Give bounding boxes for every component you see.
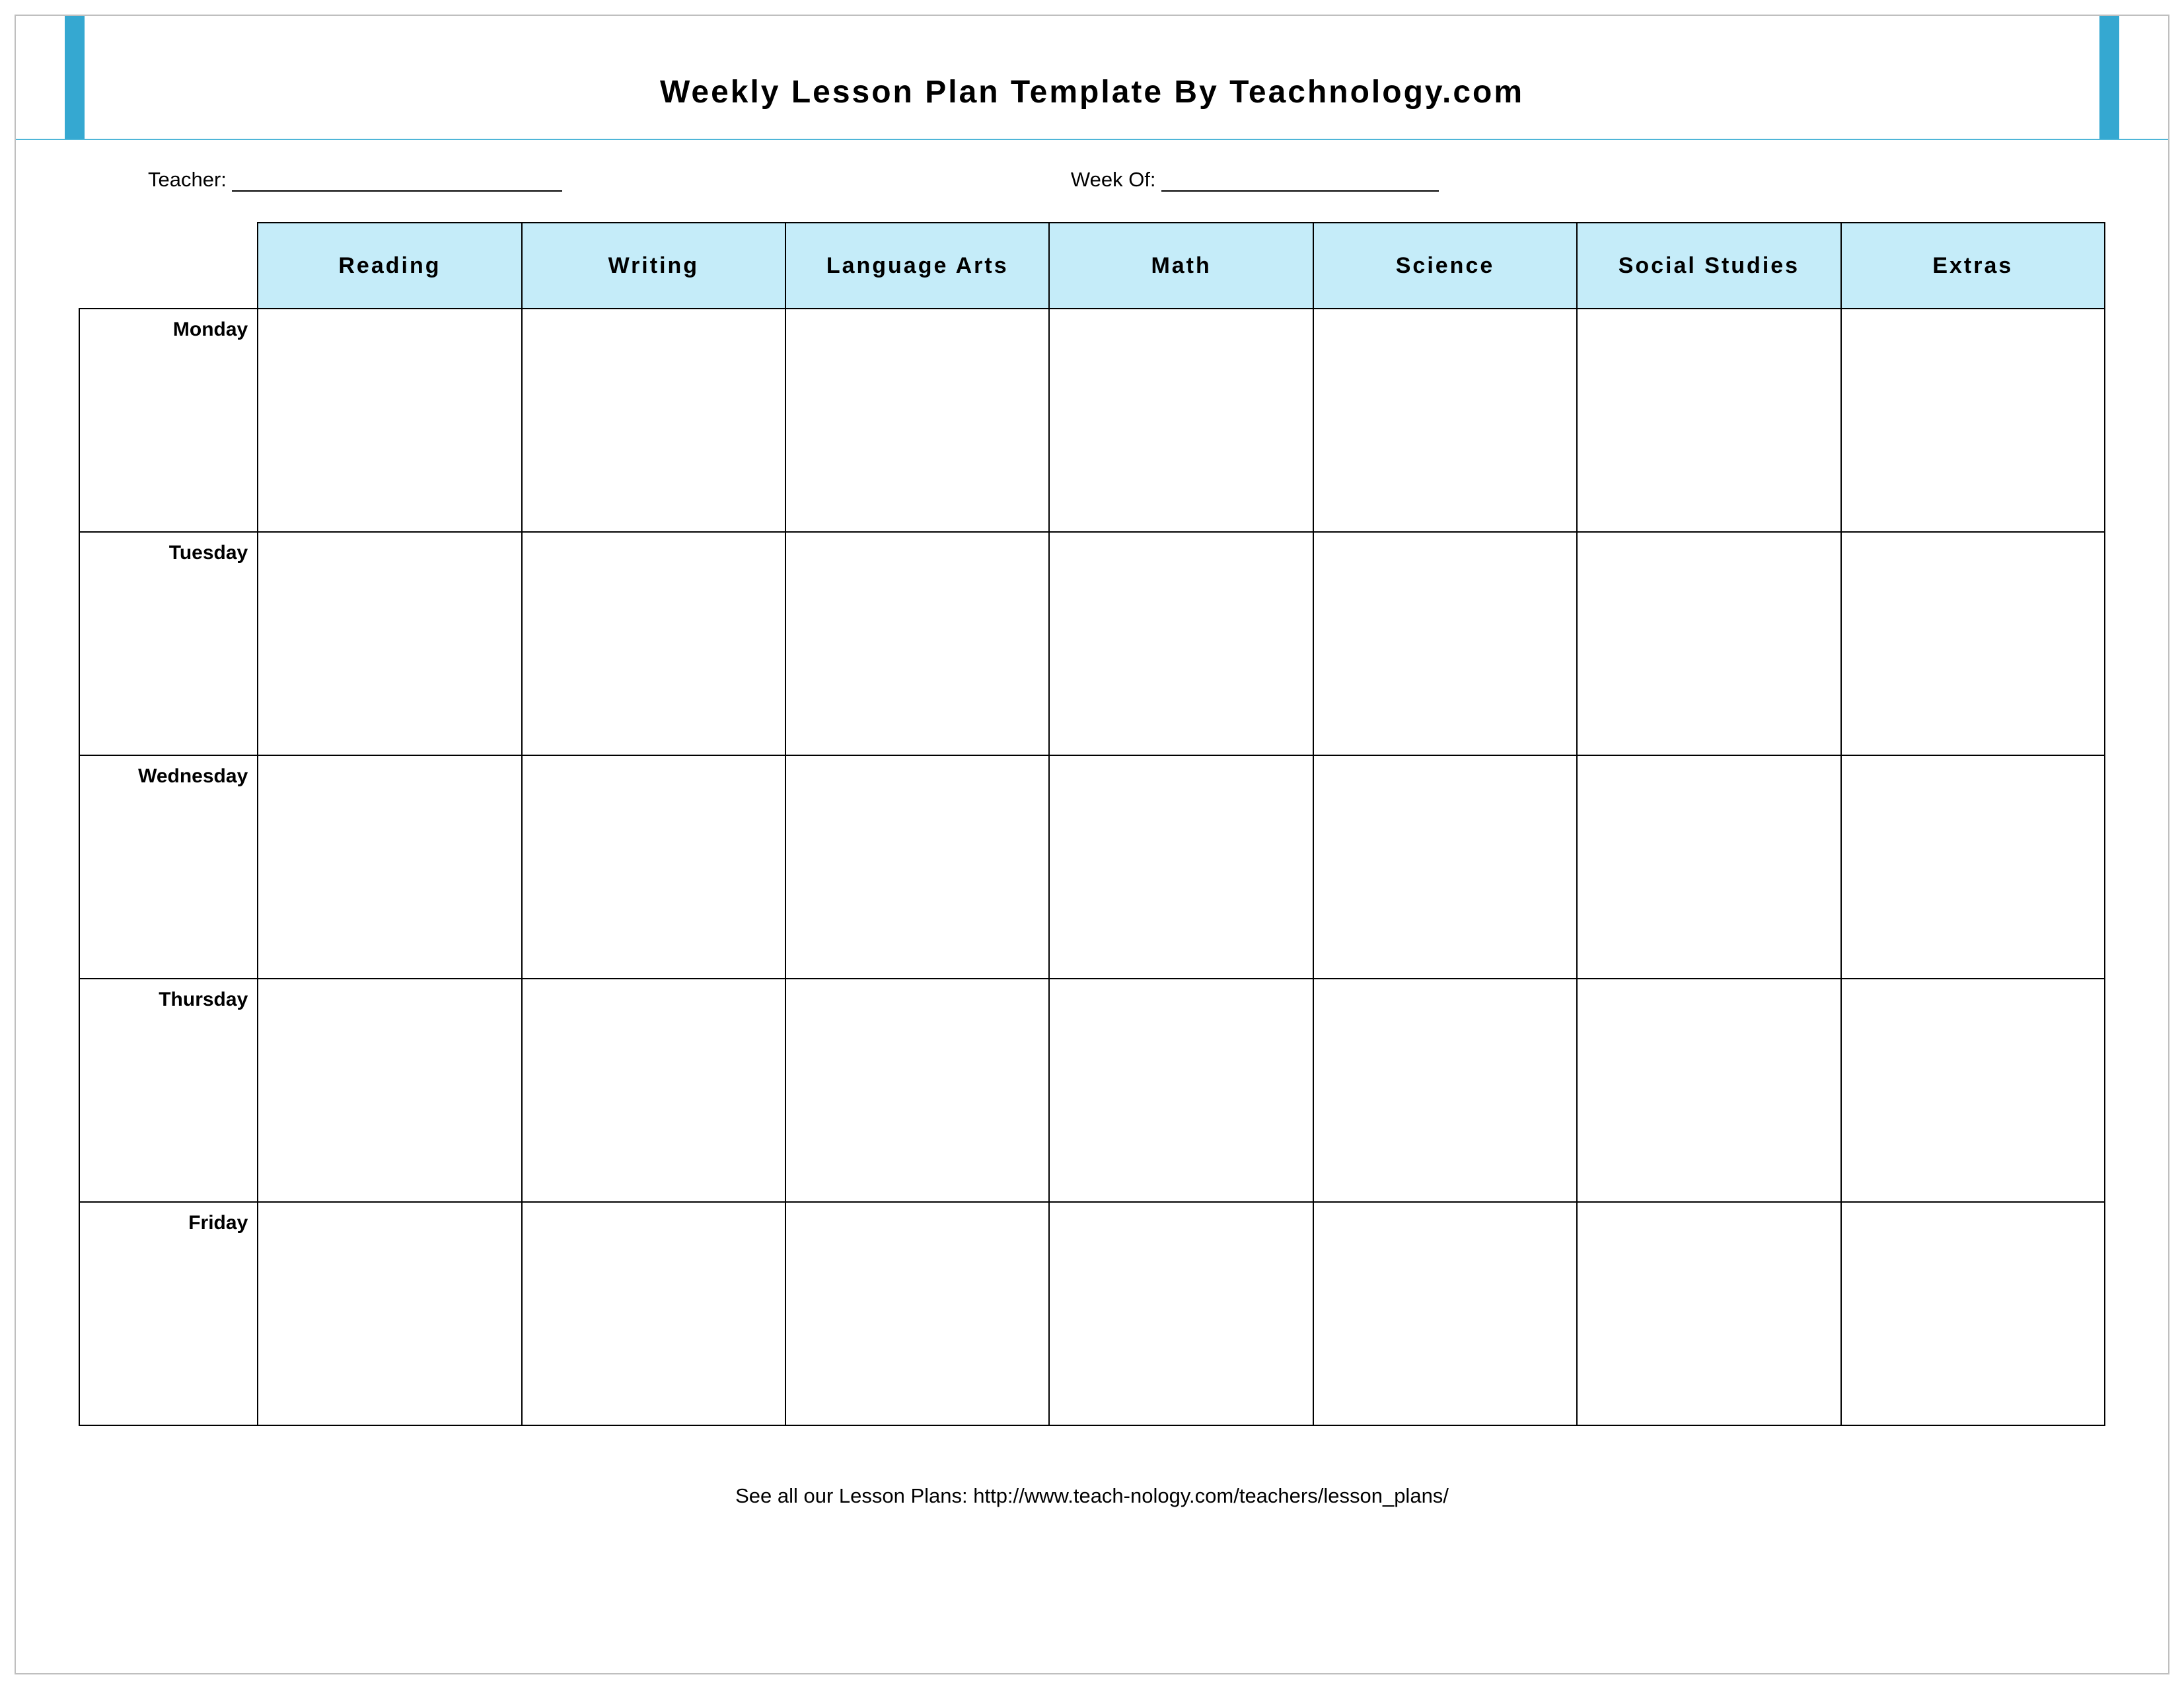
teacher-input-line[interactable] xyxy=(232,171,562,192)
cell[interactable] xyxy=(785,309,1049,532)
cell[interactable] xyxy=(1577,979,1840,1202)
fields-row: Teacher: Week Of: xyxy=(16,140,2168,215)
week-label: Week Of: xyxy=(1071,168,1161,192)
col-social-studies: Social Studies xyxy=(1577,223,1840,309)
cell[interactable] xyxy=(1577,755,1840,979)
week-field: Week Of: xyxy=(1071,168,1439,192)
accent-bar-right xyxy=(2099,16,2119,139)
teacher-field: Teacher: xyxy=(148,168,562,192)
corner-cell xyxy=(79,223,258,309)
cell[interactable] xyxy=(258,1202,521,1425)
page-title: Weekly Lesson Plan Template By Teachnolo… xyxy=(660,74,1524,110)
cell[interactable] xyxy=(1049,309,1313,532)
title-bar: Weekly Lesson Plan Template By Teachnolo… xyxy=(16,16,2168,140)
cell[interactable] xyxy=(1049,1202,1313,1425)
cell[interactable] xyxy=(1049,532,1313,755)
cell[interactable] xyxy=(522,755,785,979)
cell[interactable] xyxy=(1313,979,1577,1202)
teacher-label: Teacher: xyxy=(148,168,232,192)
col-science: Science xyxy=(1313,223,1577,309)
cell[interactable] xyxy=(522,1202,785,1425)
table-row: Thursday xyxy=(79,979,2105,1202)
cell[interactable] xyxy=(1049,755,1313,979)
cell[interactable] xyxy=(1841,979,2105,1202)
cell[interactable] xyxy=(1313,1202,1577,1425)
cell[interactable] xyxy=(258,532,521,755)
col-math: Math xyxy=(1049,223,1313,309)
cell[interactable] xyxy=(258,309,521,532)
cell[interactable] xyxy=(1841,532,2105,755)
cell[interactable] xyxy=(1577,1202,1840,1425)
day-friday: Friday xyxy=(79,1202,258,1425)
day-wednesday: Wednesday xyxy=(79,755,258,979)
col-reading: Reading xyxy=(258,223,521,309)
cell[interactable] xyxy=(785,532,1049,755)
cell[interactable] xyxy=(785,755,1049,979)
cell[interactable] xyxy=(1049,979,1313,1202)
cell[interactable] xyxy=(1313,309,1577,532)
document-frame: Weekly Lesson Plan Template By Teachnolo… xyxy=(15,15,2169,1674)
table-row: Friday xyxy=(79,1202,2105,1425)
table-row: Monday xyxy=(79,309,2105,532)
cell[interactable] xyxy=(785,1202,1049,1425)
cell[interactable] xyxy=(1313,532,1577,755)
cell[interactable] xyxy=(522,979,785,1202)
cell[interactable] xyxy=(522,532,785,755)
day-tuesday: Tuesday xyxy=(79,532,258,755)
accent-bar-left xyxy=(65,16,85,139)
cell[interactable] xyxy=(258,979,521,1202)
cell[interactable] xyxy=(1841,755,2105,979)
footer-text: See all our Lesson Plans: http://www.tea… xyxy=(16,1484,2168,1508)
cell[interactable] xyxy=(1841,1202,2105,1425)
table-row: Tuesday xyxy=(79,532,2105,755)
cell[interactable] xyxy=(1577,309,1840,532)
week-input-line[interactable] xyxy=(1161,171,1439,192)
header-row: Reading Writing Language Arts Math Scien… xyxy=(79,223,2105,309)
cell[interactable] xyxy=(258,755,521,979)
day-thursday: Thursday xyxy=(79,979,258,1202)
lesson-plan-table: Reading Writing Language Arts Math Scien… xyxy=(79,222,2105,1426)
table-body: Monday Tuesday Wednesday xyxy=(79,309,2105,1425)
table-row: Wednesday xyxy=(79,755,2105,979)
col-language-arts: Language Arts xyxy=(785,223,1049,309)
day-monday: Monday xyxy=(79,309,258,532)
cell[interactable] xyxy=(1313,755,1577,979)
cell[interactable] xyxy=(1577,532,1840,755)
cell[interactable] xyxy=(1841,309,2105,532)
cell[interactable] xyxy=(522,309,785,532)
col-extras: Extras xyxy=(1841,223,2105,309)
cell[interactable] xyxy=(785,979,1049,1202)
col-writing: Writing xyxy=(522,223,785,309)
